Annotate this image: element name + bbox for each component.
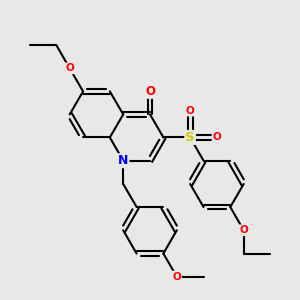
Text: O: O xyxy=(239,225,248,235)
Text: S: S xyxy=(185,131,195,144)
Text: O: O xyxy=(65,63,74,74)
Text: O: O xyxy=(145,85,155,98)
Text: N: N xyxy=(118,154,128,167)
Text: O: O xyxy=(212,132,221,142)
Text: O: O xyxy=(172,272,181,282)
Text: O: O xyxy=(186,106,194,116)
